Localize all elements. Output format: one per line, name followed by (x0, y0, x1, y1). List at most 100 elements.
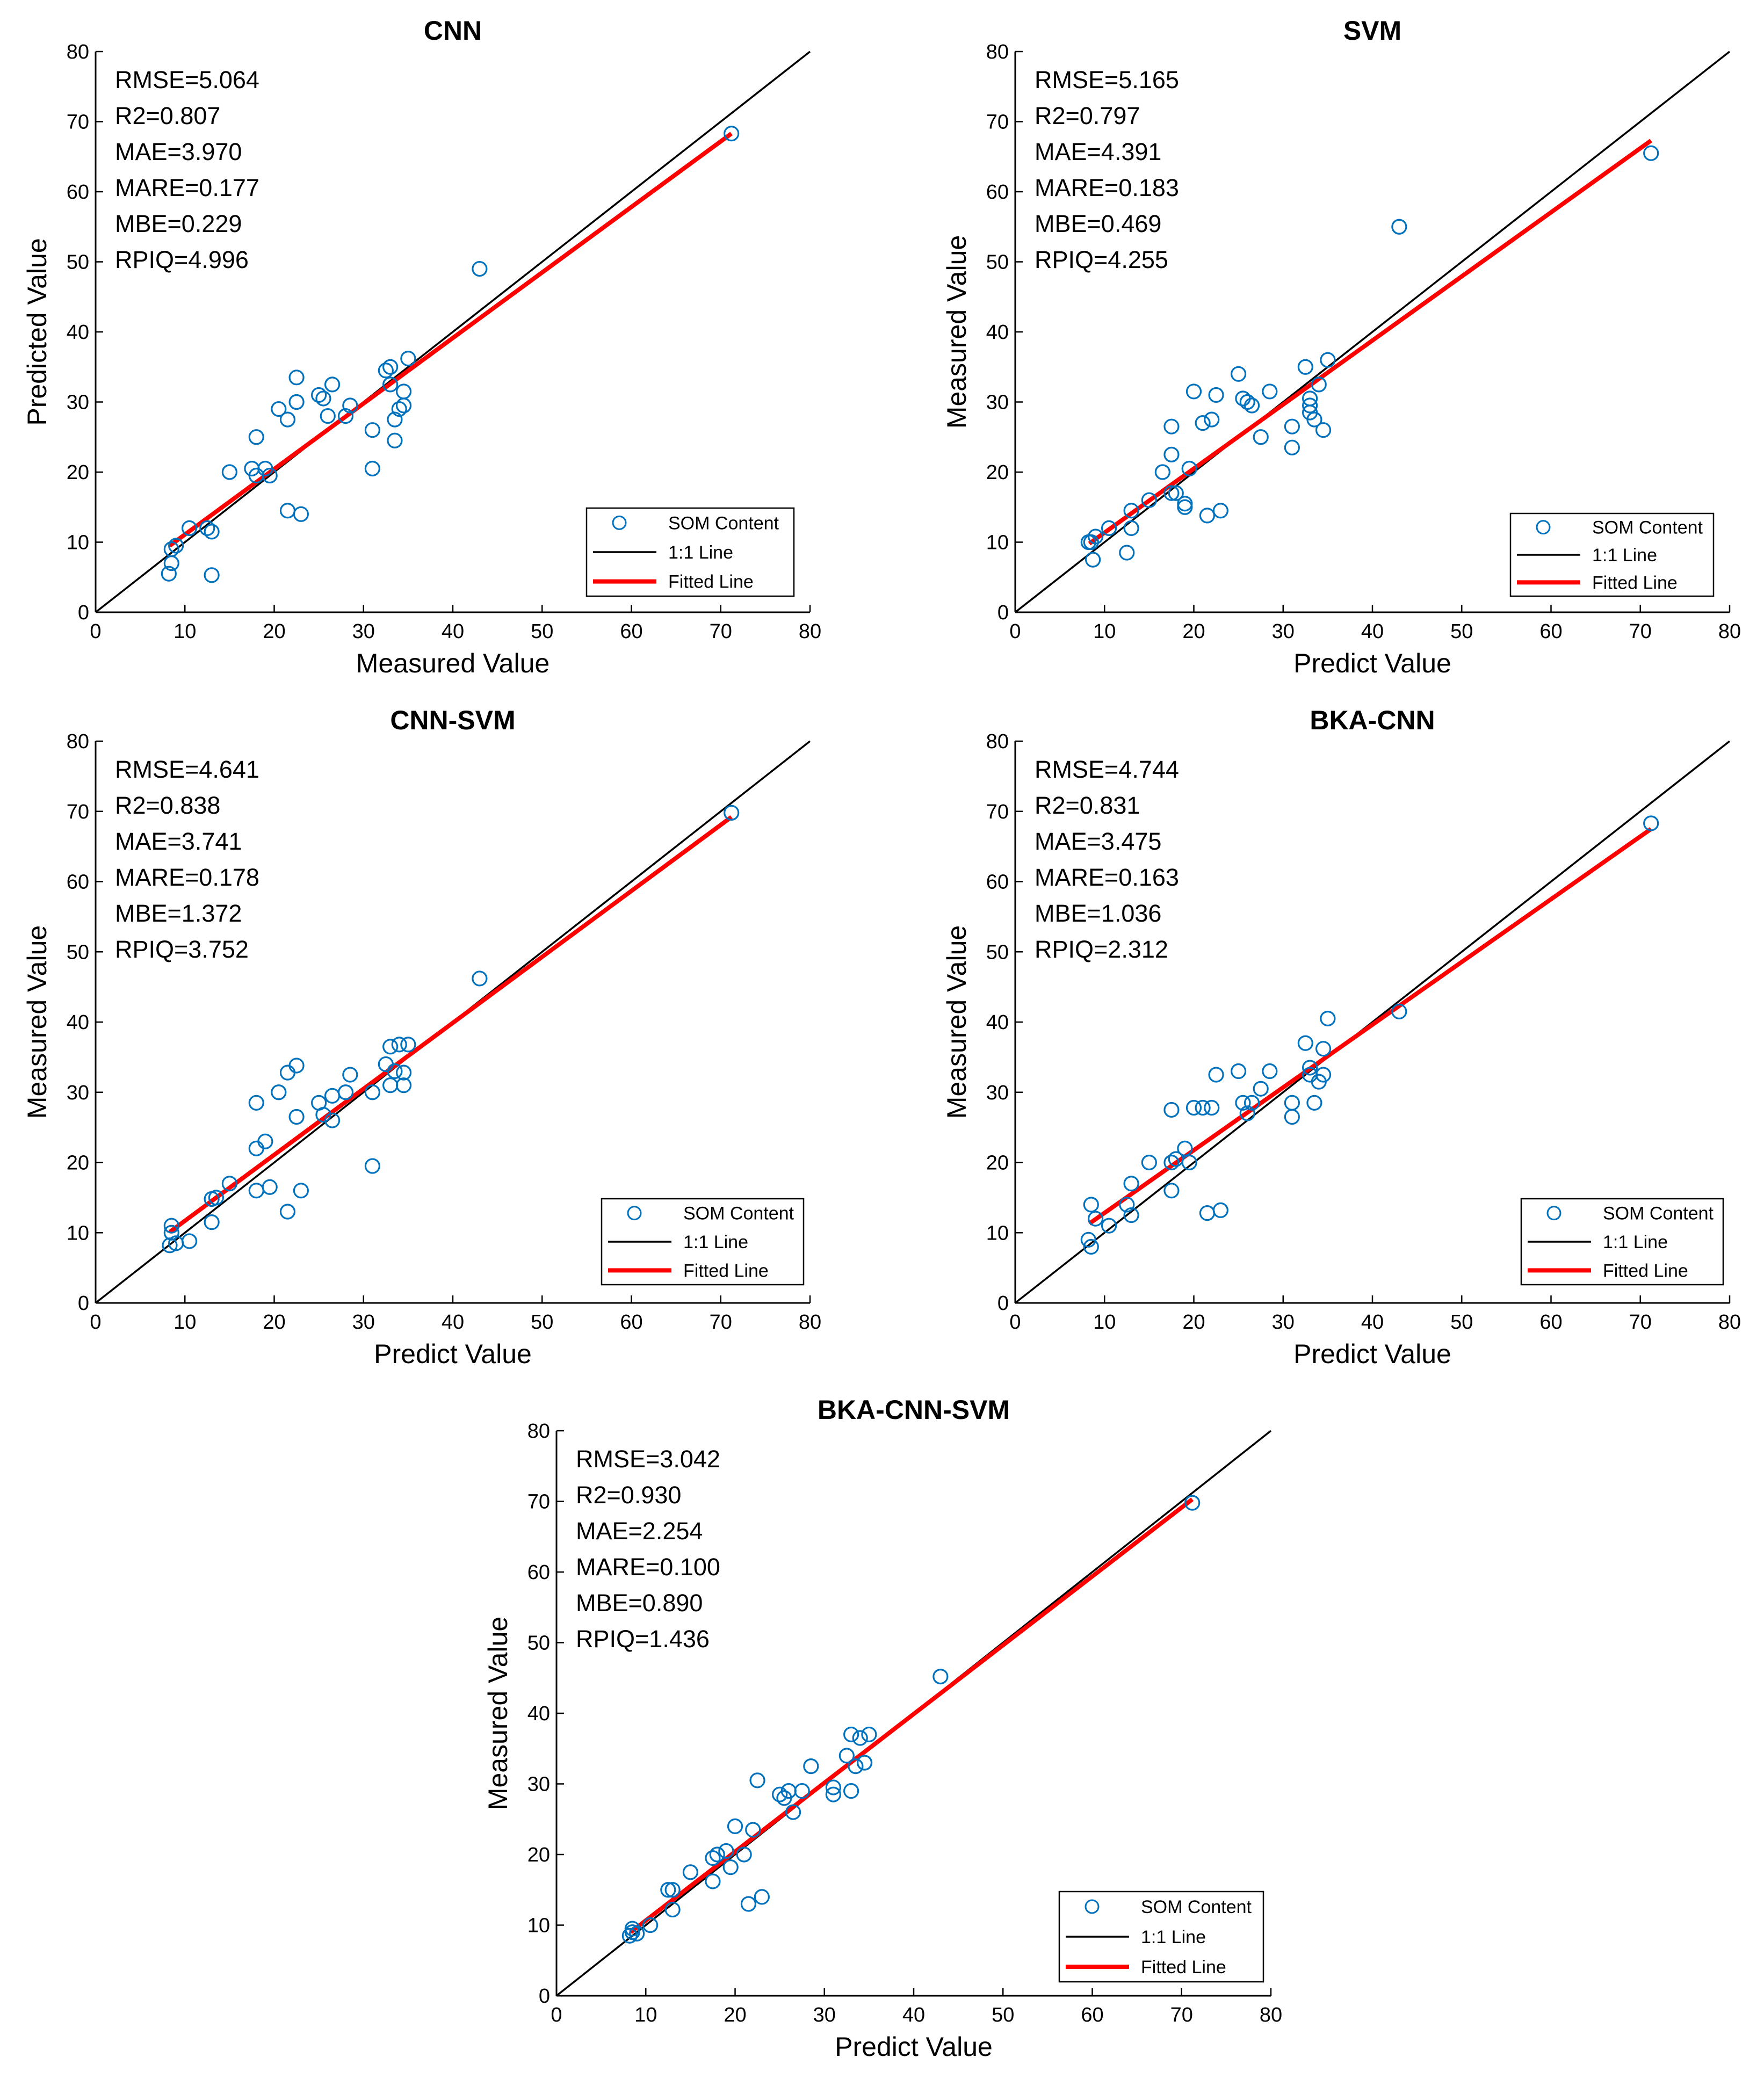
x-tick-label: 70 (1629, 1311, 1652, 1334)
data-point (248, 1095, 264, 1111)
y-tick-label: 50 (986, 941, 1009, 964)
chart-panel-4: BKA-CNN 0 10 20 30 40 50 60 70 80 0 10 20 30 40 50 60 70 8… (942, 705, 1741, 1369)
y-tick-label: 40 (986, 1011, 1009, 1034)
data-point (248, 429, 264, 445)
data-point (293, 1183, 309, 1199)
x-tick-label: 30 (813, 2004, 836, 2026)
x-tick-label: 0 (90, 620, 101, 643)
metric-text: RMSE=3.042 (576, 1445, 720, 1473)
y-tick-label: 20 (986, 1152, 1009, 1175)
data-point (395, 383, 412, 400)
x-tick-label: 40 (902, 2004, 925, 2026)
data-point (1302, 397, 1318, 414)
chart-title: BKA-CNN (1310, 705, 1435, 735)
metric-text: RPIQ=4.996 (115, 246, 249, 273)
y-tick-label: 70 (986, 111, 1009, 134)
data-point (1204, 1099, 1220, 1116)
data-point (288, 1058, 305, 1074)
data-point (1320, 352, 1336, 368)
data-point (199, 520, 215, 537)
data-point (1085, 552, 1101, 568)
data-point (1184, 1495, 1201, 1511)
data-point (472, 970, 488, 987)
data-point (1239, 1105, 1255, 1121)
data-point (1181, 460, 1197, 477)
x-tick-label: 20 (1182, 620, 1205, 643)
data-point (1235, 390, 1251, 407)
data-point (1163, 485, 1180, 501)
data-point (1231, 1063, 1247, 1080)
identity-line (1014, 50, 1731, 613)
data-point (745, 1822, 761, 1838)
data-point (1391, 219, 1407, 235)
y-tick-label: 20 (67, 1152, 89, 1175)
x-axis-label: Predict Value (835, 2032, 993, 2062)
x-tick-label: 80 (799, 1311, 821, 1334)
x-tick-label: 70 (1170, 2004, 1193, 2026)
data-point (1284, 1109, 1300, 1125)
y-tick-label: 40 (67, 321, 89, 344)
metric-text: R2=0.831 (1035, 792, 1140, 819)
data-point (1195, 415, 1211, 431)
y-tick-label: 60 (527, 1561, 550, 1584)
y-tick-label: 80 (986, 730, 1009, 753)
data-point (1123, 1207, 1139, 1223)
data-point (1253, 429, 1269, 445)
data-point (1262, 383, 1278, 400)
legend-label: 1:1 Line (683, 1232, 748, 1252)
data-point (288, 1109, 305, 1125)
data-point (1284, 1095, 1300, 1111)
metric-text: RMSE=5.064 (115, 66, 259, 93)
x-tick-label: 40 (442, 1311, 464, 1334)
x-tick-label: 10 (173, 620, 196, 643)
data-point (1141, 492, 1157, 508)
x-tick-label: 0 (1009, 620, 1021, 643)
data-point (1643, 145, 1659, 161)
x-tick-label: 80 (1260, 2004, 1282, 2026)
data-point (1302, 390, 1318, 407)
data-point (262, 1179, 278, 1195)
x-tick-label: 70 (710, 1311, 732, 1334)
data-point (1123, 520, 1139, 537)
fitted-line (629, 1497, 1194, 1934)
y-tick-label: 40 (986, 321, 1009, 344)
metric-text: R2=0.797 (1035, 102, 1140, 129)
legend-label: SOM Content (1141, 1897, 1252, 1917)
data-point (1244, 1095, 1260, 1111)
data-point (825, 1786, 841, 1802)
legend-label: 1:1 Line (668, 542, 733, 563)
legend-marker-points (612, 515, 627, 530)
data-point (378, 363, 394, 379)
data-point (1185, 1099, 1202, 1116)
data-point (337, 408, 354, 424)
x-tick-label: 50 (531, 620, 553, 643)
metric-text: MBE=0.469 (1035, 210, 1161, 237)
data-point (1297, 1035, 1313, 1051)
x-tick-label: 40 (1361, 620, 1384, 643)
y-tick-label: 0 (539, 1985, 550, 2008)
data-point (664, 1901, 681, 1918)
x-axis-label: Predict Value (374, 1339, 532, 1369)
fitted-line (168, 815, 733, 1234)
y-tick-label: 70 (527, 1491, 550, 1513)
data-point (1199, 508, 1216, 524)
data-point (825, 1779, 841, 1795)
metric-text: R2=0.838 (115, 792, 220, 819)
data-point (279, 1204, 296, 1220)
data-point (705, 1850, 721, 1866)
data-point (320, 408, 336, 424)
data-point (161, 566, 177, 582)
data-point (1168, 1151, 1184, 1167)
data-point (271, 1084, 287, 1100)
legend-marker-points (627, 1206, 642, 1221)
data-point (1315, 422, 1332, 438)
x-tick-label: 80 (1718, 1311, 1741, 1334)
data-point (279, 503, 296, 519)
y-tick-label: 70 (67, 801, 89, 823)
x-tick-label: 50 (1450, 1311, 1473, 1334)
data-point (1212, 503, 1228, 519)
chart-title: CNN-SVM (390, 705, 515, 735)
y-tick-label: 10 (986, 1222, 1009, 1244)
metric-text: MARE=0.163 (1035, 864, 1179, 891)
